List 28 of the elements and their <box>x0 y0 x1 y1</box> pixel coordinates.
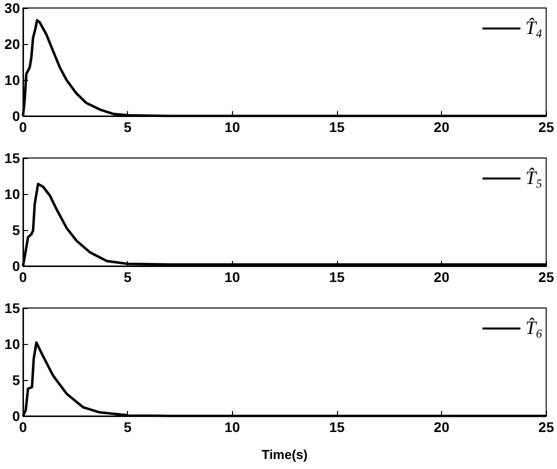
x-tick-label: 25 <box>538 269 554 285</box>
x-tick-label: 5 <box>124 269 132 285</box>
y-tick-label: 0 <box>12 258 20 274</box>
x-tick-label: 10 <box>224 269 240 285</box>
y-tick-label: 5 <box>12 222 20 238</box>
y-tick-label: 0 <box>12 408 20 424</box>
x-tick-label: 15 <box>329 119 345 135</box>
y-tick-label: 15 <box>4 150 20 166</box>
y-tick-label: 15 <box>4 300 20 316</box>
x-tick-label: 5 <box>124 419 132 435</box>
x-tick-label: 5 <box>124 119 132 135</box>
x-tick-label: 10 <box>224 419 240 435</box>
x-tick-label: 10 <box>224 119 240 135</box>
x-tick-label: 25 <box>538 119 554 135</box>
y-tick-label: 30 <box>4 0 20 16</box>
x-tick-label: 20 <box>434 419 450 435</box>
x-tick-label: 20 <box>434 269 450 285</box>
x-tick-label: 15 <box>329 269 345 285</box>
x-tick-label: 25 <box>538 419 554 435</box>
x-axis-title: Time(s) <box>262 447 308 462</box>
y-tick-label: 0 <box>12 108 20 124</box>
y-tick-label: 10 <box>4 336 20 352</box>
y-tick-label: 5 <box>12 372 20 388</box>
y-tick-label: 20 <box>4 36 20 52</box>
y-tick-label: 10 <box>4 72 20 88</box>
y-tick-label: 10 <box>4 186 20 202</box>
x-tick-label: 20 <box>434 119 450 135</box>
x-tick-label: 15 <box>329 419 345 435</box>
